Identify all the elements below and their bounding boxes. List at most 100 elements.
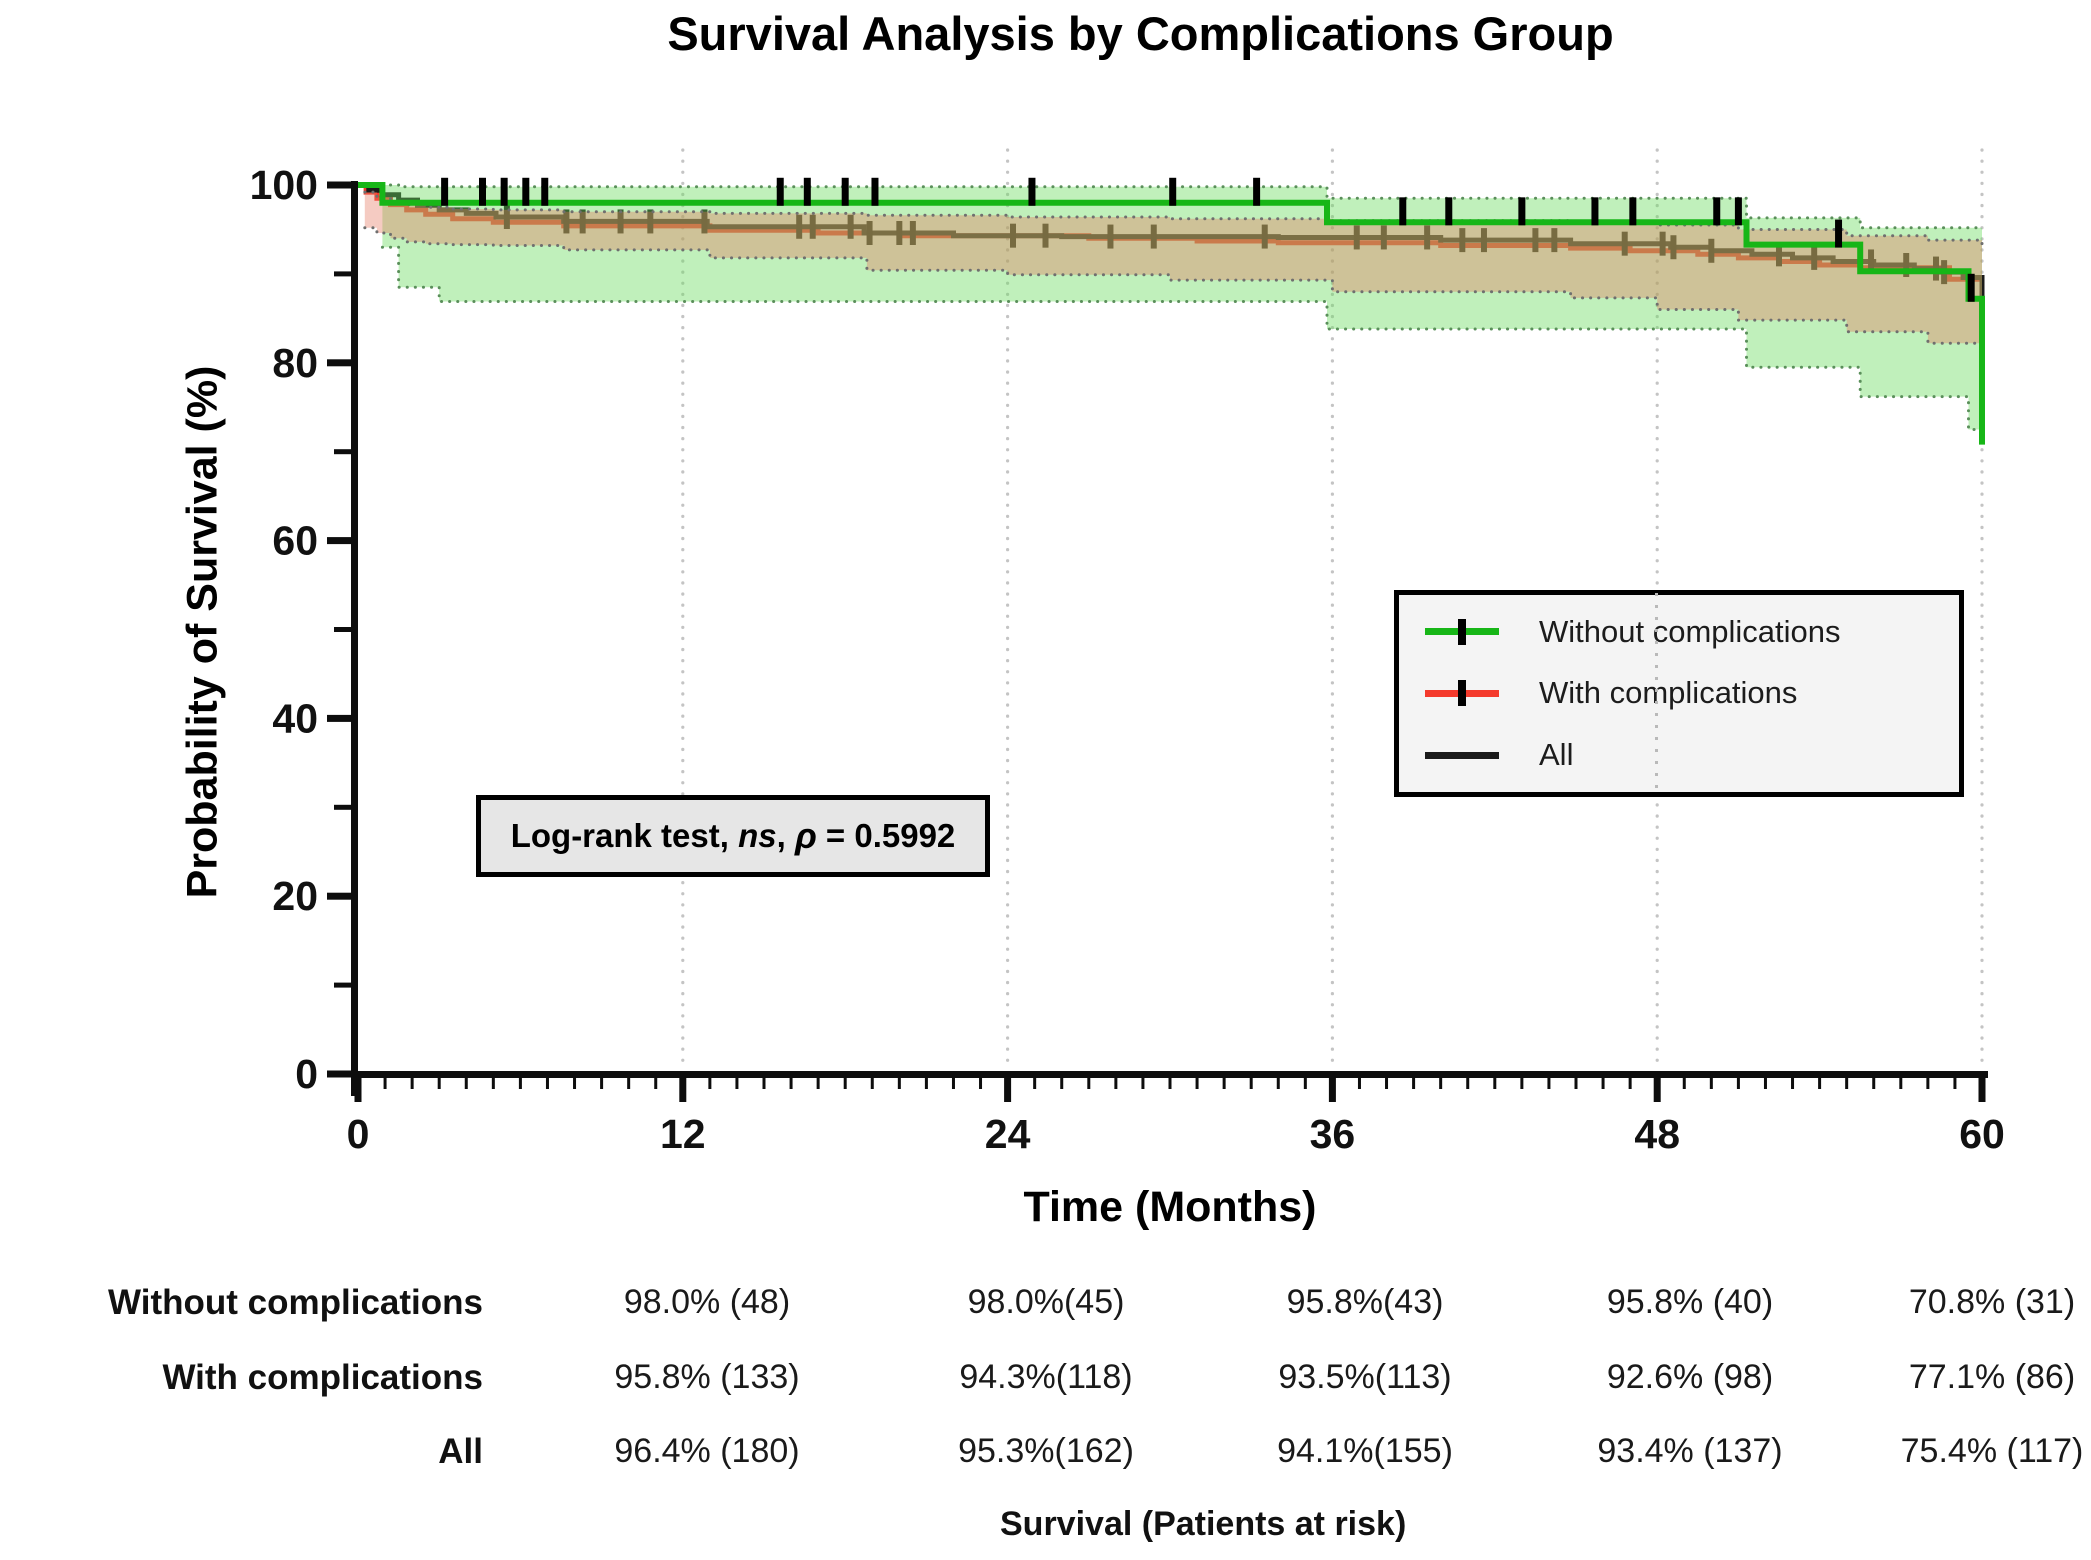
risk-value: 92.6% (98) [1606,1358,1774,1396]
x-minor-tick [979,1078,983,1089]
x-minor-tick [1493,1078,1497,1089]
log-rank-prefix: Log-rank test, [510,817,739,854]
risk-value: 77.1% (86) [1908,1358,2076,1396]
y-tick-label: 20 [272,873,318,919]
x-minor-tick [1060,1078,1064,1089]
legend-label: With complications [1539,675,1798,711]
axes: 0 20 40 60 80 100 0 12 24 36 48 60 [250,162,2005,1157]
with-ci-band [363,190,1984,345]
x-minor-tick [789,1078,793,1089]
x-major-tick [1004,1078,1012,1102]
x-minor-tick [1276,1078,1280,1089]
x-minor-tick [1114,1078,1118,1089]
risk-value: 98.0%(45) [967,1283,1125,1321]
risk-table-caption: Survival (Patients at risk) [1000,1505,1407,1543]
x-minor-tick [1899,1078,1903,1089]
with-and-all-curves [358,182,1985,404]
x-minor-tick [627,1078,631,1089]
x-minor-tick [1466,1078,1470,1089]
with-ci-band-fill [364,192,1982,344]
x-minor-tick [1574,1078,1578,1089]
page-title: Survival Analysis by Complications Group [667,7,1614,60]
y-axis-title: Probability of Survival (%) [178,365,227,899]
risk-value: 94.1%(155) [1277,1432,1453,1470]
x-minor-tick [816,1078,820,1089]
x-minor-tick [1791,1078,1795,1089]
risk-value: 94.3%(118) [959,1358,1133,1396]
legend-censor-tick [1458,680,1466,707]
x-minor-tick [437,1078,441,1089]
x-tick-label: 0 [347,1111,370,1157]
log-rank-value: = 0.5992 [816,817,956,854]
x-minor-tick [1439,1078,1443,1089]
y-minor-tick [334,627,351,632]
risk-row-label: All [438,1432,483,1471]
without-ci-band-lower-edge [380,245,1984,431]
y-major-tick [327,892,351,900]
legend-line-sample [1425,751,1499,759]
y-minor-tick [334,271,351,277]
risk-value: 93.4% (137) [1597,1432,1783,1470]
x-minor-tick [1709,1078,1713,1089]
x-minor-tick [1926,1078,1930,1089]
x-minor-tick [1412,1078,1416,1089]
risk-value: 95.8% (133) [614,1358,800,1396]
y-tick-label: 100 [250,162,318,208]
log-rank-ns: ns [738,817,777,854]
x-tick-label: 24 [985,1111,1031,1157]
risk-value: 95.8%(43) [1286,1283,1444,1321]
y-tick-label: 0 [295,1051,318,1097]
x-minor-tick [762,1078,766,1089]
y-major-tick [327,181,351,189]
legend-label: Without complications [1539,613,1841,649]
x-major-tick [679,1078,687,1102]
x-minor-tick [1763,1078,1767,1089]
y-major-tick [327,537,351,545]
x-minor-tick [1222,1078,1226,1089]
x-minor-tick [870,1078,874,1089]
risk-value: 93.5%(113) [1278,1358,1452,1396]
x-tick-label: 48 [1634,1111,1680,1157]
log-rank-comma: , [776,817,795,854]
x-minor-tick [1141,1078,1145,1089]
y-major-tick [327,714,351,722]
legend: Without complications With complications A… [1394,590,1964,797]
x-minor-tick [1168,1078,1172,1089]
y-tick-label: 80 [272,340,318,386]
x-minor-tick [573,1078,577,1089]
gridline-through-legend [1655,593,1658,794]
without-ci-band-upper-edge [380,183,1984,231]
x-minor-tick [383,1078,387,1089]
x-minor-tick [491,1078,495,1089]
risk-value: 70.8% (31) [1908,1283,2076,1321]
y-minor-tick [334,449,351,455]
risk-row-label: Without complications [108,1283,483,1322]
with-ci-band-lower-edge [363,226,1984,345]
legend-item-without-complications: Without complications [1399,604,1959,660]
without-ci-band-fill [382,185,1982,430]
risk-value: 95.8% (40) [1606,1283,1774,1321]
gridlines [681,148,1984,1073]
legend-item-all: All [1399,727,1959,783]
x-minor-tick [1520,1078,1524,1089]
x-minor-tick [1547,1078,1551,1089]
x-minor-tick [951,1078,955,1089]
x-minor-tick [1736,1078,1740,1089]
risk-value: 96.4% (180) [614,1432,800,1470]
x-minor-tick [1033,1078,1037,1089]
x-major-tick [1978,1078,1986,1102]
y-minor-tick [334,982,351,988]
x-minor-tick [924,1078,928,1089]
x-minor-tick [1357,1078,1361,1089]
x-major-tick [1328,1078,1336,1102]
x-tick-label: 12 [660,1111,706,1157]
x-minor-tick [1845,1078,1849,1089]
y-major-tick [327,359,351,367]
y-tick-label: 60 [272,518,318,564]
x-major-tick [1653,1078,1661,1102]
y-minor-tick [334,804,351,810]
legend-label: All [1539,737,1574,773]
legend-line-sample [1425,618,1499,645]
x-minor-tick [708,1078,712,1089]
